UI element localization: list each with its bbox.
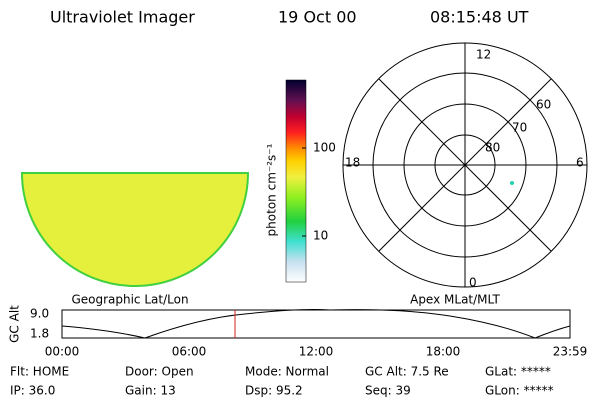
status-field: GLat: ***** [485, 365, 551, 379]
colorbar [285, 79, 307, 283]
status-field: GC Alt: 7.5 Re [365, 365, 449, 379]
colorbar-tick-label: 10 [313, 229, 328, 243]
status-field: Mode: Normal [245, 365, 329, 379]
status-field: IP: 36.0 [10, 384, 55, 398]
polar-label: Apex MLat/MLT [410, 293, 500, 307]
status-field: Gain: 13 [125, 384, 176, 398]
timeline-x-tick: 12:00 [299, 345, 334, 359]
timeline-y-tick: 9.0 [30, 307, 49, 321]
mlt-label: 12 [476, 48, 491, 62]
status-field: Door: Open [125, 365, 194, 379]
mlt-label: 18 [345, 156, 360, 170]
timeline-x-tick: 23:59 [553, 345, 588, 359]
spot [510, 181, 514, 185]
mlt-label: 6 [576, 156, 584, 170]
timeline-x-tick: 06:00 [172, 345, 207, 359]
colorbar-label: photon cm⁻²s⁻¹ [265, 143, 279, 236]
altitude-curve [61, 309, 571, 339]
timeline-axis-label: GC Alt [8, 305, 22, 343]
lat-label: 80 [485, 141, 500, 155]
colorbar-tick-label: 100 [313, 141, 336, 155]
status-field: Dsp: 95.2 [245, 384, 303, 398]
title: Ultraviolet Imager [50, 8, 195, 27]
timeline-y-tick: 1.8 [30, 327, 49, 341]
uv-image [20, 172, 250, 287]
status-field: GLon: ***** [485, 384, 554, 398]
timeline-x-tick: 18:00 [426, 345, 461, 359]
time: 08:15:48 UT [430, 8, 529, 27]
timeline-x-tick: 00:00 [45, 345, 80, 359]
status-field: Flt: HOME [10, 365, 69, 379]
lat-label: 60 [536, 98, 551, 112]
lat-label: 70 [512, 121, 527, 135]
date: 19 Oct 00 [278, 8, 357, 27]
image-label: Geographic Lat/Lon [71, 293, 188, 307]
mlt-label: 0 [469, 276, 477, 290]
polar-grid [342, 42, 588, 288]
status-field: Seq: 39 [365, 384, 411, 398]
timeline-frame [61, 309, 571, 339]
